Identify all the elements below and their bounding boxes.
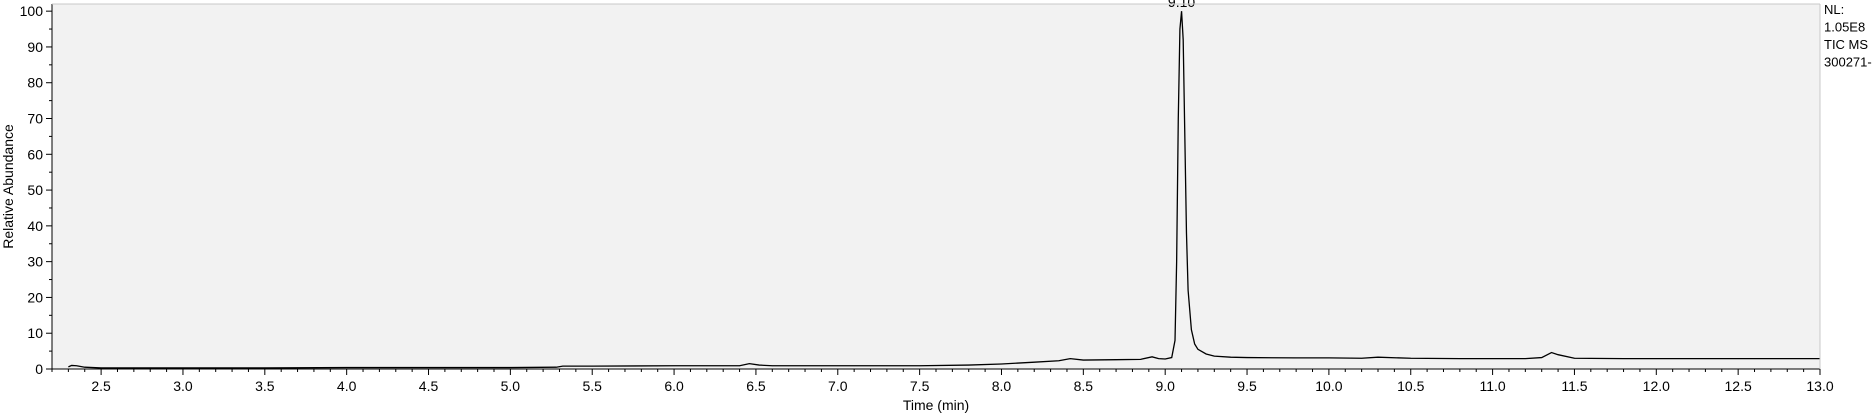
x-axis-title: Time (min) <box>903 397 969 413</box>
tic-trace-line <box>68 11 1820 369</box>
x-tick-label: 8.5 <box>1074 378 1094 394</box>
side-annotation-file: 300271- <box>1824 55 1872 70</box>
x-tick-label: 4.5 <box>419 378 439 394</box>
x-tick-label: 13.0 <box>1806 378 1833 394</box>
peak-labels: 9.10 <box>1168 0 1195 10</box>
side-annotations: NL: 1.05E8 TIC MS 300271- <box>1824 2 1872 70</box>
y-axis-title: Relative Abundance <box>0 124 16 249</box>
x-axis-ticks: 2.5 3.0 3.5 4.0 4.5 5.0 5.5 6.0 6.5 7.0 7.5 8.0 8.5 9… <box>51 369 1834 394</box>
x-tick-label: 11.0 <box>1479 378 1505 394</box>
x-tick-label: 4.0 <box>337 378 357 394</box>
peak-label: 9.10 <box>1168 0 1195 10</box>
y-tick-label: 100 <box>20 3 44 19</box>
x-tick-label: 11.5 <box>1561 378 1587 394</box>
x-tick-label: 10.5 <box>1397 378 1424 394</box>
x-tick-label: 6.0 <box>664 378 684 394</box>
x-tick-label: 3.5 <box>255 378 275 394</box>
y-axis-ticks: 0 10 20 30 40 50 60 70 80 90 100 <box>20 3 52 377</box>
y-tick-label: 70 <box>27 111 43 127</box>
x-tick-label: 10.0 <box>1315 378 1342 394</box>
x-tick-label: 9.0 <box>1155 378 1175 394</box>
x-tick-label: 12.0 <box>1643 378 1670 394</box>
side-annotation-nl: NL: <box>1824 2 1844 17</box>
x-tick-label: 7.0 <box>828 378 848 394</box>
x-tick-label: 9.5 <box>1237 378 1257 394</box>
x-tick-label: 6.5 <box>746 378 766 394</box>
y-tick-label: 40 <box>27 218 43 234</box>
x-tick-label: 7.5 <box>910 378 930 394</box>
side-annotation-scan: TIC MS <box>1824 37 1868 52</box>
y-tick-label: 20 <box>27 289 43 305</box>
x-tick-label: 5.5 <box>582 378 602 394</box>
y-tick-label: 80 <box>27 75 43 91</box>
x-tick-label: 8.0 <box>992 378 1012 394</box>
y-tick-label: 30 <box>27 254 43 270</box>
x-tick-label: 12.5 <box>1725 378 1752 394</box>
x-tick-label: 5.0 <box>501 378 521 394</box>
plot-area <box>52 4 1820 369</box>
y-tick-label: 0 <box>35 361 43 377</box>
x-tick-label: 2.5 <box>91 378 111 394</box>
x-tick-label: 3.0 <box>173 378 193 394</box>
y-tick-label: 10 <box>27 325 43 341</box>
y-tick-label: 90 <box>27 39 43 55</box>
side-annotation-normalization: 1.05E8 <box>1824 20 1865 35</box>
y-tick-label: 50 <box>27 182 43 198</box>
y-tick-label: 60 <box>27 146 43 162</box>
